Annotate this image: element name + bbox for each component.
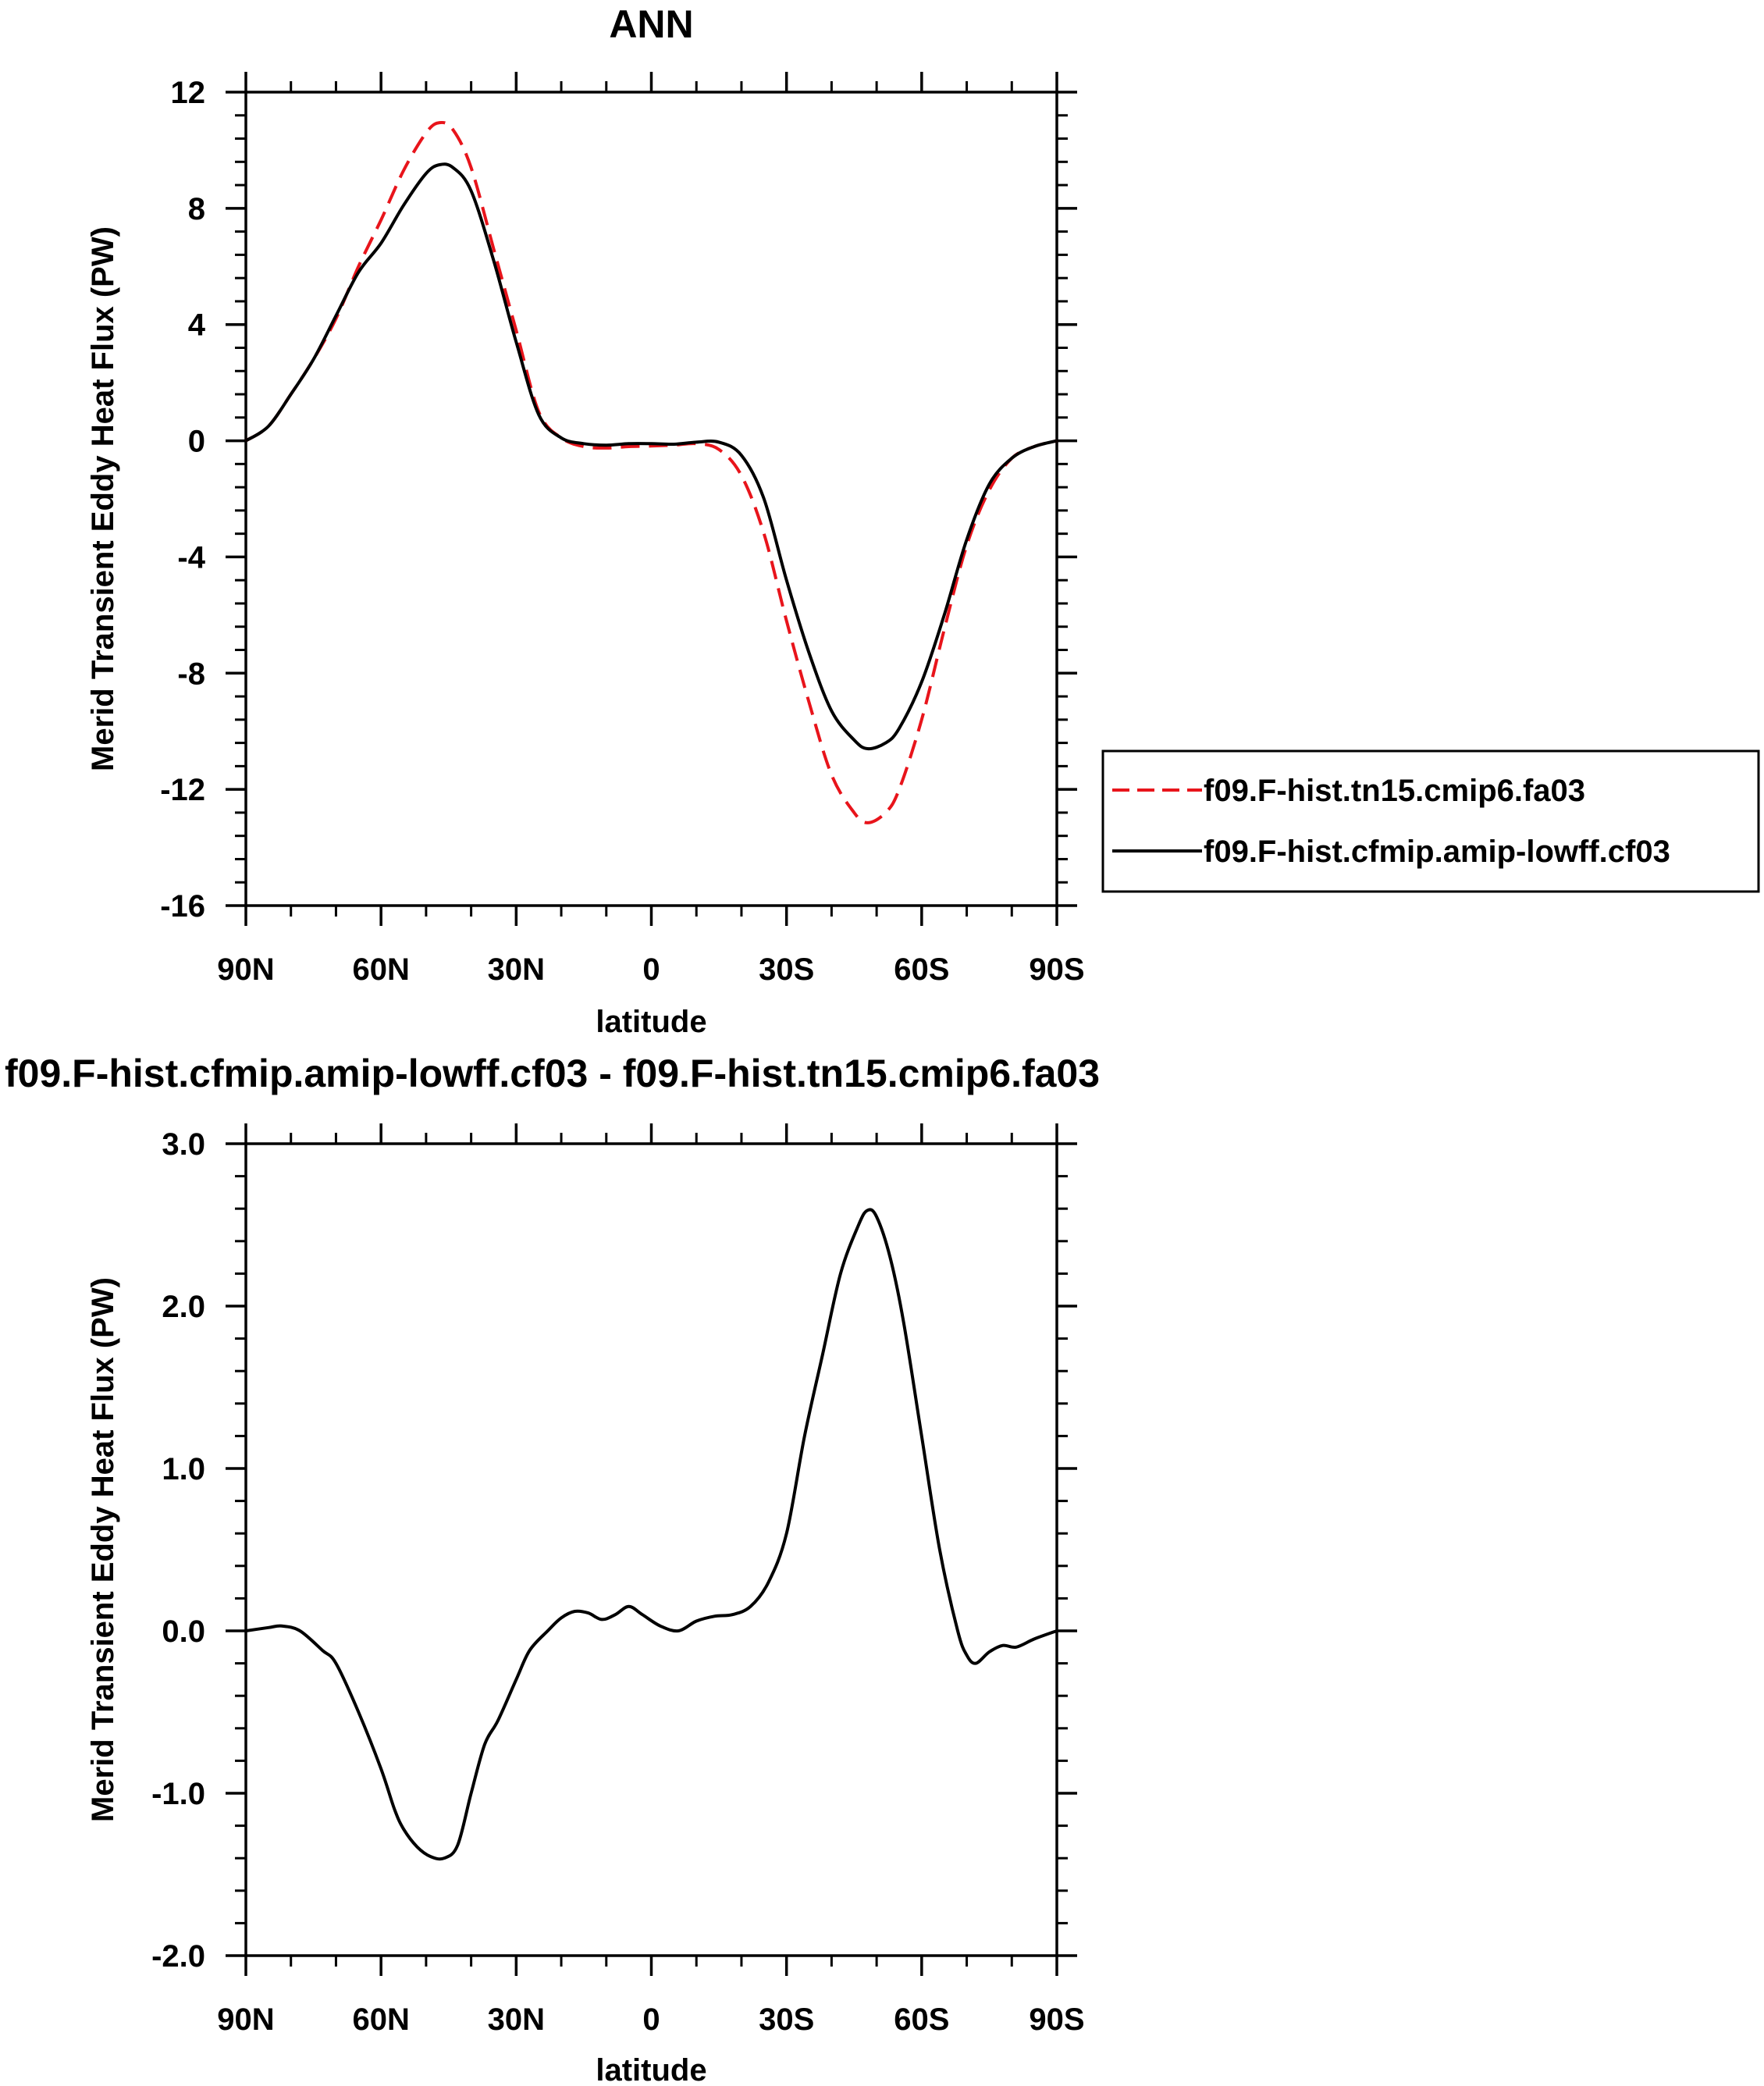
chart-title: ANN <box>609 2 693 46</box>
x-tick-label: 0 <box>642 2002 660 2037</box>
x-tick-label: 30S <box>759 2002 814 2037</box>
series-line-solid-black <box>244 162 1058 751</box>
x-tick-label: 90N <box>217 2002 274 2037</box>
x-tick-label: 60S <box>894 952 949 987</box>
y-tick-label: 3.0 <box>162 1127 205 1162</box>
x-tick-label: 30N <box>488 952 545 987</box>
y-tick-label: -12 <box>160 773 205 807</box>
y-tick-label: -16 <box>160 889 205 924</box>
x-tick-label: 90N <box>217 952 274 987</box>
x-tick-label: 30S <box>759 952 814 987</box>
x-axis-label: latitude <box>596 2053 706 2086</box>
y-tick-label: -4 <box>177 540 205 575</box>
y-tick-label: 12 <box>171 76 206 110</box>
legend: f09.F-hist.tn15.cmip6.fa03 f09.F-hist.cfm… <box>1101 749 1760 893</box>
top-chart-panel: ANN 12 8 4 0 -4 -8 -12 -16 90N 60N 30N 0 30S 60S 90S lat… <box>86 2 1760 1039</box>
x-axis-label: latitude <box>596 1005 706 1039</box>
y-axis-label: Merid Transient Eddy Heat Flux (PW) <box>86 1277 120 1822</box>
y-axis-label: Merid Transient Eddy Heat Flux (PW) <box>86 226 120 771</box>
x-tick-label: 60S <box>894 2002 949 2037</box>
plot-frame <box>244 1142 1058 1957</box>
x-tick-label: 90S <box>1029 952 1084 987</box>
x-tick-label: 30N <box>488 2002 545 2037</box>
y-tick-label: 0.0 <box>162 1614 205 1649</box>
y-tick-label: -1.0 <box>151 1777 205 1811</box>
series-line-solid-black <box>245 1208 1058 1861</box>
x-tick-label: 60N <box>352 952 409 987</box>
y-tick-label: 2.0 <box>162 1290 205 1324</box>
x-tick-label: 60N <box>352 2002 409 2037</box>
plot-frame <box>244 91 1058 907</box>
x-tick-label: 0 <box>642 952 660 987</box>
legend-entry-label: f09.F-hist.tn15.cmip6.fa03 <box>1204 774 1585 808</box>
y-tick-label: 0 <box>188 425 205 459</box>
legend-box <box>1101 749 1760 893</box>
chart-title: f09.F-hist.cfmip.amip-lowff.cf03 - f09.F… <box>5 1052 1100 1095</box>
y-tick-label: 4 <box>188 308 206 343</box>
bottom-chart-panel: f09.F-hist.cfmip.amip-lowff.cf03 - f09.F… <box>5 1052 1100 2086</box>
y-tick-label: 1.0 <box>162 1452 205 1486</box>
y-tick-label: -8 <box>177 657 205 691</box>
y-tick-label: -2.0 <box>151 1939 205 1974</box>
x-tick-label: 90S <box>1029 2002 1084 2037</box>
legend-entry-label: f09.F-hist.cfmip.amip-lowff.cf03 <box>1204 835 1670 869</box>
series-line-dashed-red <box>244 120 1058 824</box>
y-tick-label: 8 <box>188 192 205 226</box>
